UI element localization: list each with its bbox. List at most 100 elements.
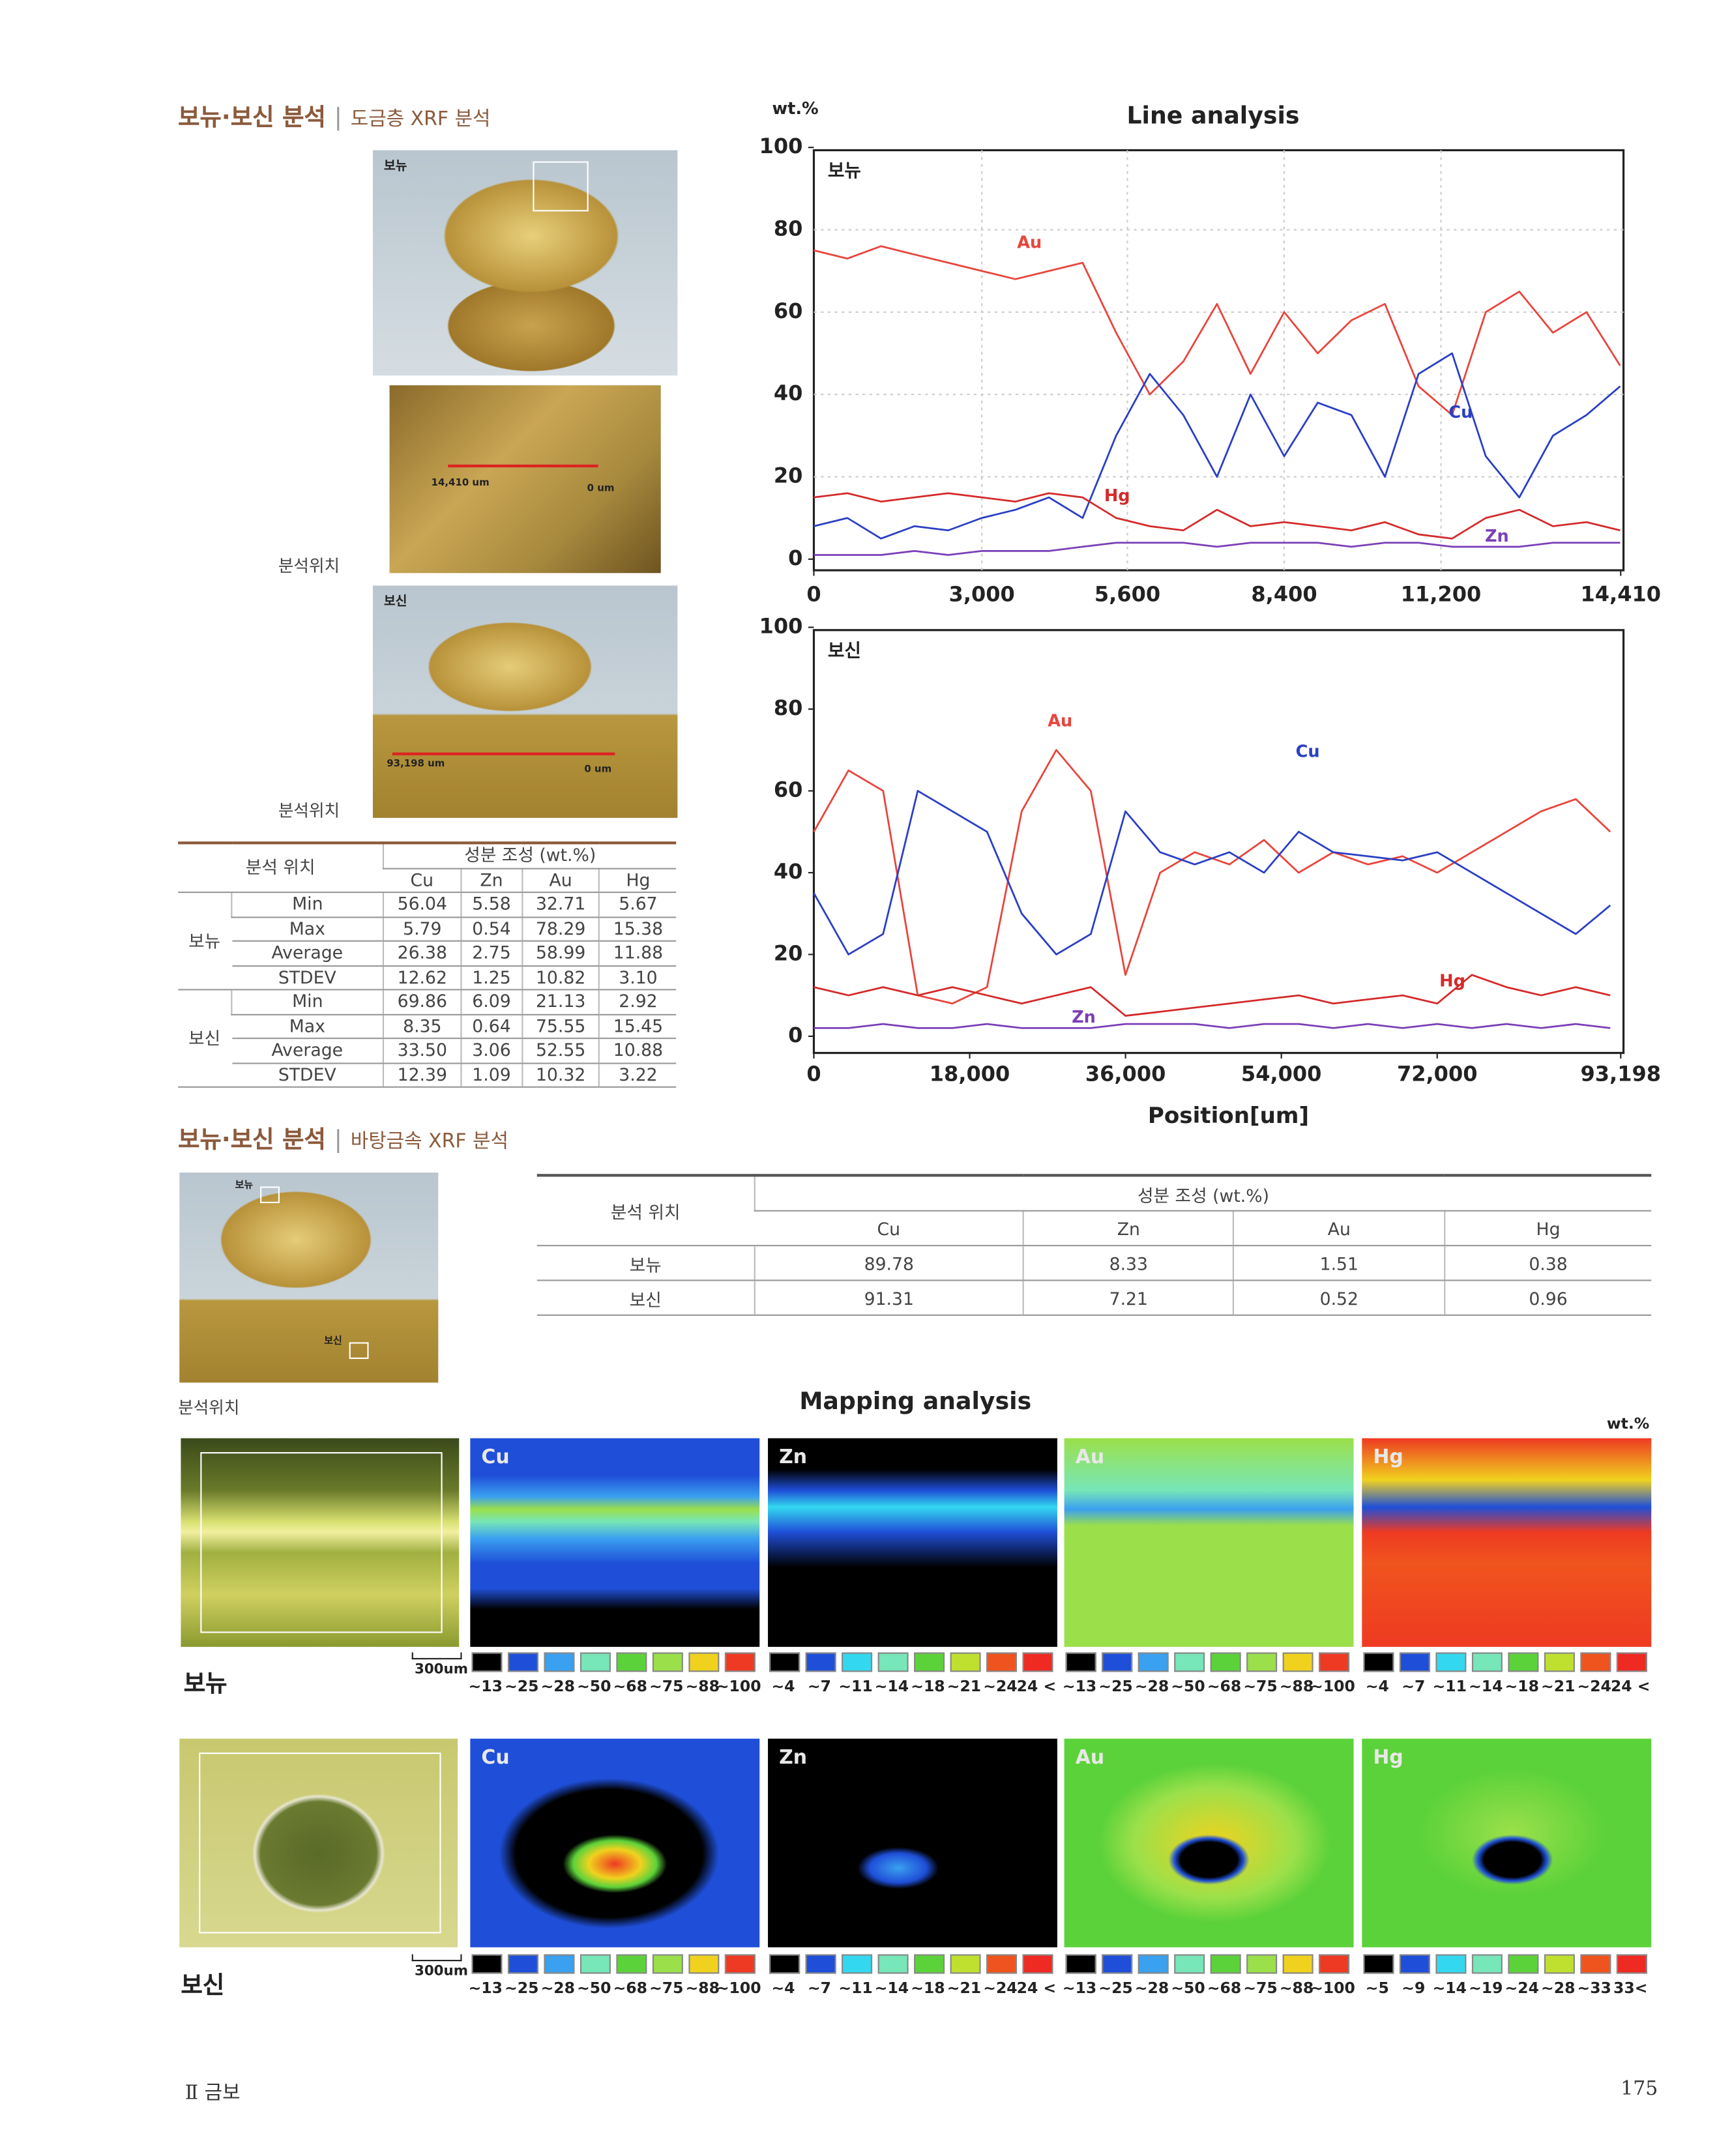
y-tick-label: 80	[774, 695, 803, 720]
stat-cell: Average	[231, 940, 384, 967]
legend-swatch	[1022, 1954, 1053, 1974]
value-cell: 58.99	[521, 940, 600, 967]
row-label: 보신	[181, 1972, 225, 2000]
legend-label: ~68	[613, 1979, 647, 1998]
page-number: 175	[1621, 2078, 1658, 2101]
legend-swatch	[986, 1652, 1018, 1672]
legend-swatch	[1174, 1954, 1205, 1974]
value-cell: 10.82	[521, 965, 600, 991]
legend-swatch	[1363, 1652, 1394, 1672]
y-unit: wt.%	[772, 99, 818, 119]
header-row: Cu Zn Au Hg	[537, 1210, 1652, 1247]
element-label: Zn	[779, 1446, 808, 1469]
legend-swatch	[652, 1652, 683, 1672]
element-label: Zn	[779, 1747, 808, 1770]
stat-cell: Max	[231, 1013, 384, 1040]
legend-swatch	[950, 1954, 981, 1974]
legend-swatch	[805, 1652, 836, 1672]
footer-chapter: Ⅱ 금보	[184, 2082, 241, 2105]
x-tick-label: 11,200	[1401, 581, 1481, 606]
photo-label: 보신	[324, 1335, 342, 1347]
legend-label: ~13	[1062, 1677, 1097, 1696]
stat-cell: Max	[231, 916, 384, 942]
legend-label: 33<	[1613, 1979, 1648, 1998]
series-label: Cu	[1448, 403, 1473, 422]
composition-table: 분석 위치 성분 조성 (wt.%) Cu Zn Au Hg 보뉴 Min 56.04 5.58 3…	[178, 841, 677, 1088]
legend-swatch	[1174, 1652, 1205, 1672]
panel-label: 보뉴	[828, 160, 861, 181]
legend-swatch	[544, 1954, 575, 1974]
value-cell: 3.06	[460, 1038, 522, 1064]
legend-label: ~100	[716, 1979, 761, 1998]
legend-swatch	[1508, 1954, 1539, 1974]
legend-swatch	[1282, 1652, 1314, 1672]
scan-start: 14,410 um	[431, 477, 490, 489]
y-tick-label: 0	[788, 546, 802, 570]
legend-swatch	[1616, 1954, 1647, 1974]
value-cell: 78.29	[521, 916, 600, 942]
scan-end: 0 um	[584, 763, 612, 775]
x-tick-label: 72,000	[1397, 1062, 1477, 1086]
value-cell: 52.55	[521, 1038, 600, 1064]
photo-detail: 14,410 um 0 um	[389, 385, 661, 574]
legend-swatch	[507, 1954, 538, 1974]
series-line	[813, 790, 1611, 955]
table-row: Average 26.38 2.75 58.99 11.88	[178, 940, 677, 967]
y-tick-label: 60	[774, 299, 803, 323]
row-name: 보뉴	[536, 1246, 755, 1281]
header-row: Cu Zn Au Hg	[178, 867, 677, 894]
photo-label: 보신	[384, 595, 407, 609]
legend-swatch	[1210, 1954, 1241, 1974]
legend-label: 24 <	[1016, 1677, 1057, 1696]
value-cell: 1.09	[460, 1062, 522, 1088]
legend-label: ~7	[1402, 1677, 1426, 1696]
legend-swatch	[1435, 1652, 1467, 1672]
series-line	[814, 974, 1611, 1017]
value-cell: 0.64	[460, 1013, 522, 1040]
legend-label: ~28	[1541, 1979, 1576, 1998]
legend-label: ~14	[1432, 1979, 1467, 1998]
legend-swatch	[1580, 1954, 1611, 1974]
table-row: STDEV 12.62 1.25 10.82 3.10	[178, 965, 677, 991]
legend-label: ~21	[947, 1979, 982, 1998]
x-tick-label: 54,000	[1241, 1062, 1321, 1086]
value-cell: 11.88	[598, 940, 677, 967]
value-cell: 0.38	[1443, 1246, 1652, 1281]
base-table: 분석 위치 성분 조성 (wt.%) Cu Zn Au Hg 보뉴 89.78 8.33 1.51…	[536, 1174, 1652, 1316]
legend-label: ~75	[1243, 1979, 1278, 1998]
y-tick-label: 20	[774, 463, 803, 488]
x-tick-label: 0	[806, 581, 821, 606]
value-cell: 69.86	[383, 989, 462, 1015]
table-row: Max 5.79 0.54 78.29 15.38	[178, 916, 677, 942]
scale-bar	[411, 1652, 462, 1660]
legend-label: ~88	[685, 1677, 720, 1696]
value-cell: 91.31	[754, 1280, 1023, 1316]
series-line	[814, 1023, 1611, 1029]
legend-label: ~75	[649, 1677, 684, 1696]
mapping-unit: wt.%	[1606, 1414, 1650, 1433]
legend-swatch	[877, 1652, 909, 1672]
scale-bar	[411, 1954, 462, 1962]
legend-label: ~100	[716, 1677, 761, 1696]
table-row: 보신 91.31 7.21 0.52 0.96	[536, 1280, 1652, 1316]
header-cell: 성분 조성 (wt.%)	[383, 843, 677, 869]
element-label: Hg	[1373, 1446, 1403, 1469]
stat-cell: Min	[231, 892, 384, 918]
series-label: Cu	[1296, 742, 1320, 762]
scan-line	[392, 752, 615, 755]
y-tick-label: 60	[774, 777, 803, 802]
header-cell: 성분 조성 (wt.%)	[754, 1175, 1652, 1212]
scan-line	[448, 464, 598, 468]
value-cell: 7.21	[1022, 1280, 1234, 1316]
line-analysis: wt.% Line analysis Position[um] 0 20 40 60 8…	[759, 99, 1661, 1129]
roi-box	[349, 1342, 369, 1360]
legend-swatch	[877, 1954, 909, 1974]
value-cell: 33.50	[383, 1038, 462, 1064]
value-cell: 75.55	[521, 1013, 600, 1040]
value-cell: 1.51	[1233, 1246, 1445, 1281]
value-cell: 12.62	[383, 965, 462, 991]
column-header: Au	[1233, 1210, 1445, 1247]
y-tick-label: 80	[774, 216, 803, 241]
legend-label: ~50	[577, 1677, 611, 1696]
series-line	[813, 749, 1611, 1005]
